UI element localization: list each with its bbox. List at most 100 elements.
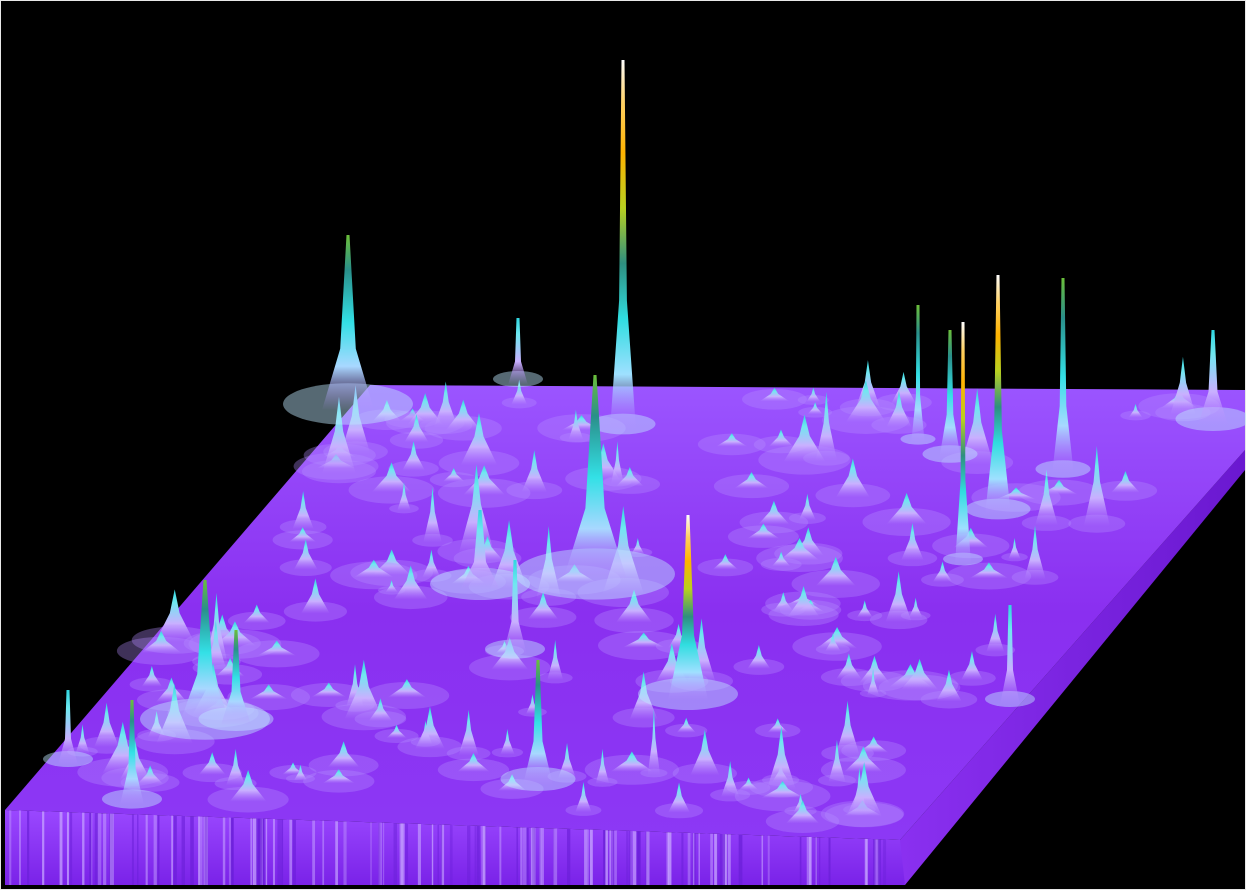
- bump: [721, 760, 740, 798]
- peak: [1198, 330, 1228, 425]
- bump: [226, 748, 246, 786]
- bump: [257, 640, 297, 656]
- bump: [787, 585, 820, 617]
- bump: [327, 741, 360, 768]
- peak: [985, 275, 1011, 515]
- bump: [141, 665, 162, 687]
- bump: [500, 728, 515, 755]
- bump: [404, 414, 429, 443]
- bump: [497, 774, 527, 791]
- surface-peaks: [43, 60, 1246, 809]
- bump: [815, 391, 837, 461]
- bump: [1040, 479, 1078, 495]
- peak: [668, 515, 708, 700]
- bump: [141, 631, 182, 653]
- bump: [631, 537, 645, 555]
- bump: [901, 523, 924, 561]
- bump: [936, 669, 962, 702]
- bump: [371, 462, 412, 492]
- peak: [508, 318, 528, 385]
- bump: [734, 472, 769, 489]
- bump: [344, 659, 384, 719]
- bump: [595, 748, 610, 785]
- bump: [521, 450, 547, 493]
- bump: [458, 709, 479, 756]
- bump: [615, 589, 653, 623]
- bump: [766, 726, 796, 790]
- bump: [747, 644, 771, 669]
- bump: [372, 399, 402, 422]
- bump: [760, 781, 805, 799]
- bump: [386, 724, 407, 739]
- bump: [301, 578, 330, 614]
- bump: [445, 399, 481, 431]
- peak: [1000, 605, 1020, 705]
- bump: [610, 751, 654, 772]
- bump: [1111, 471, 1140, 493]
- bump: [558, 742, 576, 779]
- bump: [156, 683, 193, 744]
- bump: [1170, 356, 1196, 415]
- bump: [322, 769, 355, 784]
- bump: [886, 492, 927, 524]
- peak: [563, 375, 627, 580]
- bump: [547, 639, 564, 680]
- bump: [844, 746, 883, 772]
- bump: [859, 655, 890, 684]
- bump: [147, 710, 166, 738]
- peak: [221, 630, 251, 725]
- bump: [969, 562, 1009, 579]
- bump: [890, 371, 917, 405]
- peak: [911, 305, 925, 445]
- bump: [767, 718, 789, 733]
- bump: [490, 520, 528, 589]
- bump: [932, 561, 953, 582]
- bump: [155, 677, 188, 703]
- front-face: [5, 810, 905, 885]
- peak: [460, 510, 500, 590]
- bump: [622, 632, 665, 648]
- bump: [798, 493, 816, 521]
- bump: [771, 551, 791, 567]
- bump: [243, 604, 270, 623]
- bump: [433, 381, 458, 428]
- bump: [676, 717, 696, 733]
- bump: [835, 458, 870, 498]
- bump: [758, 500, 790, 525]
- bump: [402, 441, 426, 471]
- bump: [198, 752, 226, 775]
- peak: [58, 690, 78, 765]
- bump: [282, 762, 304, 775]
- bump: [528, 592, 559, 620]
- bump: [293, 539, 318, 570]
- bump: [322, 396, 356, 474]
- bump: [340, 384, 371, 454]
- bump: [575, 781, 592, 813]
- bump: [961, 651, 983, 681]
- bump: [616, 466, 644, 487]
- bump: [738, 777, 759, 790]
- bump: [815, 556, 856, 586]
- peak: [322, 235, 374, 410]
- bump: [136, 765, 164, 785]
- bump: [716, 433, 748, 447]
- peak: [610, 60, 636, 430]
- bump: [155, 589, 195, 643]
- bump: [759, 387, 790, 402]
- bump: [807, 402, 823, 415]
- bump: [629, 671, 658, 720]
- bump: [901, 658, 939, 690]
- bump: [986, 613, 1005, 653]
- bump: [422, 549, 441, 578]
- bump: [372, 549, 411, 575]
- bump: [1035, 469, 1058, 526]
- bump: [816, 627, 858, 649]
- bump: [825, 633, 841, 652]
- bump: [249, 684, 288, 700]
- bump: [747, 523, 780, 539]
- bump: [568, 409, 584, 440]
- front-streaks: [9, 810, 887, 885]
- peak: [1052, 278, 1074, 475]
- bump: [885, 571, 912, 623]
